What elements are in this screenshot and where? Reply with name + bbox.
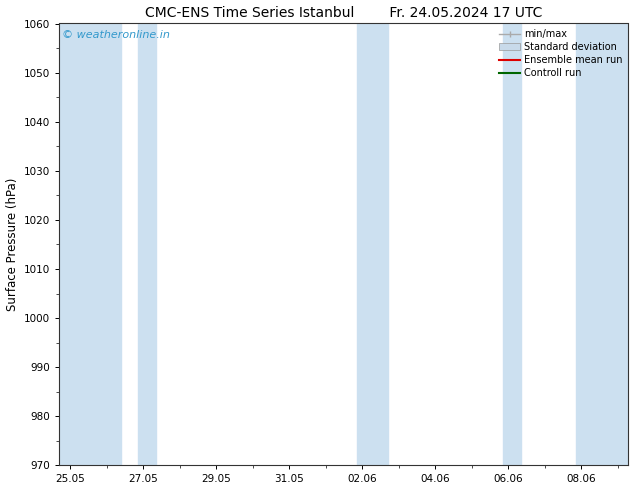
Bar: [138, 24, 156, 465]
Y-axis label: Surface Pressure (hPa): Surface Pressure (hPa): [6, 178, 18, 311]
Bar: [370, 24, 387, 465]
Legend: min/max, Standard deviation, Ensemble mean run, Controll run: min/max, Standard deviation, Ensemble me…: [495, 25, 626, 82]
Title: CMC-ENS Time Series Istanbul        Fr. 24.05.2024 17 UTC: CMC-ENS Time Series Istanbul Fr. 24.05.2…: [145, 5, 543, 20]
Bar: [576, 24, 628, 465]
Bar: [503, 24, 521, 465]
Text: © weatheronline.in: © weatheronline.in: [62, 30, 170, 40]
Bar: [60, 24, 121, 465]
Bar: [357, 24, 368, 465]
